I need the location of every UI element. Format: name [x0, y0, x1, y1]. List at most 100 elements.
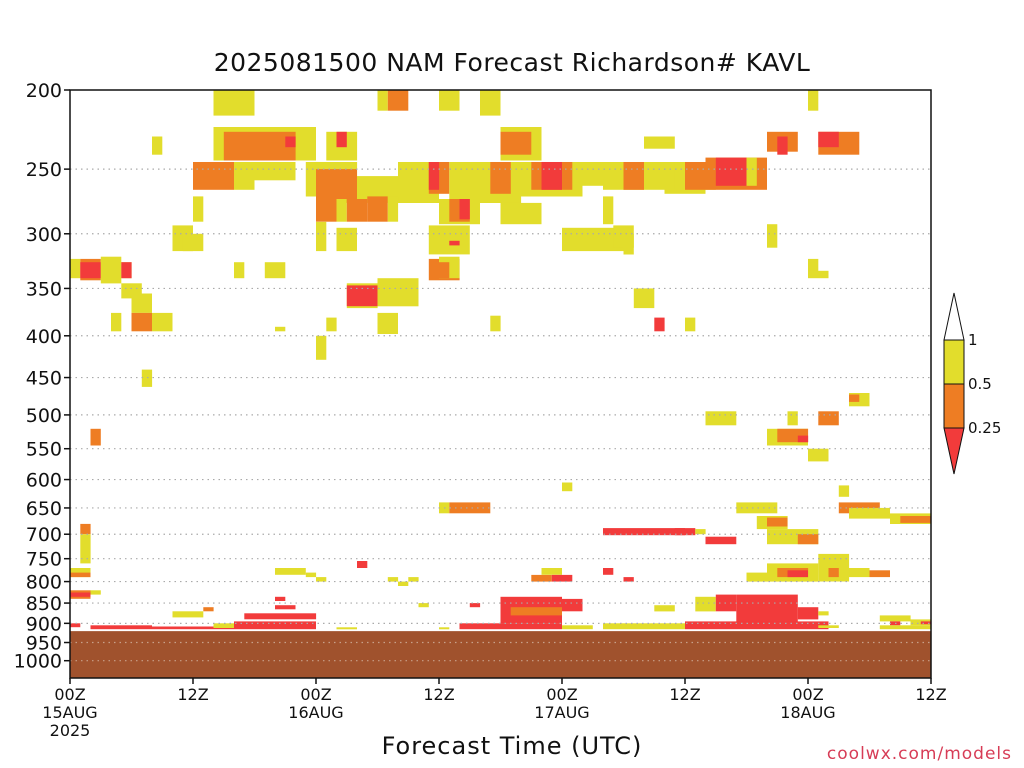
data-cell [879, 615, 911, 622]
legend-label: 0.5 [968, 375, 992, 393]
data-cell [90, 590, 101, 595]
data-cell [603, 528, 685, 536]
data-cell [459, 199, 470, 220]
plot-frame [69, 89, 932, 679]
x-tick-label: 17AUG [534, 703, 589, 722]
data-cell [234, 262, 245, 279]
data-cell [746, 572, 767, 582]
data-cell [377, 312, 398, 334]
data-cell [80, 523, 91, 535]
data-cell [838, 502, 880, 514]
data-cell [849, 568, 870, 578]
y-tick-label: 700 [26, 524, 62, 546]
data-cell [480, 90, 501, 116]
data-cell [644, 136, 675, 149]
data-cell [316, 221, 327, 252]
data-cell [439, 627, 450, 630]
data-cell [90, 625, 152, 630]
legend-swatch [943, 427, 965, 475]
data-cell [223, 131, 296, 161]
data-cell [818, 553, 850, 582]
data-cell [275, 596, 286, 601]
y-tick-label: 850 [26, 593, 62, 615]
credit-link[interactable]: coolwx.com/models [826, 744, 1012, 764]
data-cell [869, 570, 890, 578]
data-cell [777, 136, 788, 155]
data-cell [654, 605, 675, 612]
data-cell [428, 162, 440, 190]
data-cell [767, 517, 788, 527]
data-cell [428, 225, 470, 255]
data-cell [357, 561, 368, 568]
x-tick-label: 12Z [915, 685, 946, 704]
data-cell [767, 224, 778, 248]
data-cell [818, 131, 839, 148]
x-tick-label: 18AUG [780, 703, 835, 722]
data-cell [326, 317, 337, 332]
data-cell [70, 258, 81, 279]
x-tick-label: 00Z [54, 685, 85, 704]
data-cell [695, 596, 716, 612]
data-cell [797, 607, 819, 620]
data-cell [264, 262, 286, 279]
data-cell [275, 605, 296, 610]
data-cell [818, 611, 829, 616]
grid-layer [70, 168, 931, 662]
data-cell [80, 262, 101, 279]
y-ticks-layer: 200 250 300 350 400 450 500 550 600 650 700 7508008… [14, 80, 70, 673]
data-cell [541, 162, 562, 190]
data-cell [182, 233, 204, 252]
data-cell [336, 199, 347, 222]
cells-layer [70, 90, 932, 630]
data-cell [685, 162, 706, 190]
data-cell [838, 485, 850, 497]
surface-layer [70, 631, 931, 678]
x-tick-label: 00Z [546, 685, 577, 704]
data-cell [828, 568, 839, 578]
data-cell [131, 293, 152, 313]
data-cell [152, 626, 234, 630]
data-cell [910, 619, 931, 626]
data-cell [797, 435, 809, 443]
data-cell [623, 577, 634, 582]
data-cell [490, 162, 511, 194]
data-cell [551, 574, 573, 582]
data-cell [623, 233, 634, 255]
data-cell [111, 312, 122, 332]
data-cell [633, 288, 655, 309]
data-cell [367, 196, 388, 222]
y-tick-label: 550 [26, 439, 62, 461]
data-cell [70, 592, 91, 597]
data-cell [603, 623, 685, 630]
data-cell [316, 196, 337, 222]
data-cell [900, 516, 932, 523]
data-cell [715, 157, 747, 186]
data-cell [193, 196, 204, 222]
data-cell [70, 623, 81, 628]
y-tick-label: 450 [26, 368, 62, 390]
data-cell [562, 482, 573, 492]
data-cell [531, 574, 552, 582]
data-cell [141, 369, 153, 387]
data-cell [336, 627, 357, 630]
data-cell [316, 577, 327, 582]
data-cell [469, 603, 481, 608]
y-tick-label: 500 [26, 405, 62, 427]
data-cell [797, 534, 819, 545]
data-cell [623, 162, 644, 190]
y-tick-label: 300 [26, 224, 62, 246]
y-tick-label: 600 [26, 470, 62, 492]
data-cell [500, 131, 532, 155]
data-cell [705, 536, 737, 545]
data-cell [70, 568, 91, 578]
data-cell [203, 607, 214, 612]
data-cell [490, 315, 501, 332]
data-cell [285, 136, 296, 148]
y-tick-label: 250 [26, 159, 62, 181]
data-cell [459, 623, 562, 630]
data-cell [152, 136, 163, 155]
legend-swatch [943, 292, 965, 341]
data-cell [439, 90, 460, 111]
data-cell [377, 90, 388, 111]
